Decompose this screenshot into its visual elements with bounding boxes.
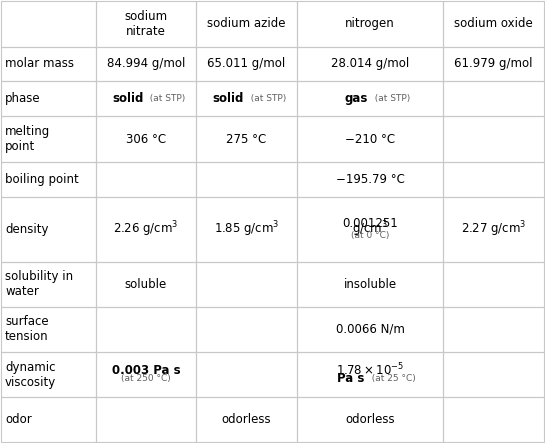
Bar bbox=[444, 262, 544, 307]
Text: solid: solid bbox=[213, 93, 244, 105]
Text: odor: odor bbox=[5, 413, 32, 426]
Text: 0.0066 N/m: 0.0066 N/m bbox=[336, 323, 404, 336]
Text: gas: gas bbox=[344, 93, 367, 105]
Bar bbox=[196, 307, 297, 352]
Bar bbox=[297, 162, 444, 197]
Text: dynamic
viscosity: dynamic viscosity bbox=[5, 361, 56, 389]
Bar bbox=[1, 1, 96, 47]
Text: (at 25 °C): (at 25 °C) bbox=[366, 374, 415, 384]
Bar bbox=[297, 397, 444, 442]
Text: phase: phase bbox=[5, 93, 41, 105]
Text: solubility in
water: solubility in water bbox=[5, 270, 73, 298]
Text: (at STP): (at STP) bbox=[368, 94, 410, 103]
Bar bbox=[196, 1, 297, 47]
Bar bbox=[1, 397, 96, 442]
Text: (at 0 °C): (at 0 °C) bbox=[351, 231, 389, 240]
Bar bbox=[96, 82, 196, 117]
Bar bbox=[297, 47, 444, 82]
Text: odorless: odorless bbox=[346, 413, 395, 426]
Bar bbox=[196, 117, 297, 162]
Bar bbox=[444, 162, 544, 197]
Bar bbox=[297, 197, 444, 262]
Text: sodium oxide: sodium oxide bbox=[455, 17, 533, 30]
Text: 0.003 Pa s: 0.003 Pa s bbox=[112, 364, 180, 377]
Text: g/cm$^3$: g/cm$^3$ bbox=[352, 220, 388, 239]
Text: 28.014 g/mol: 28.014 g/mol bbox=[331, 58, 409, 70]
Bar bbox=[444, 307, 544, 352]
Bar bbox=[1, 307, 96, 352]
Text: insoluble: insoluble bbox=[343, 278, 397, 291]
Bar bbox=[297, 1, 444, 47]
Text: 306 °C: 306 °C bbox=[126, 133, 166, 146]
Text: 2.26 g/cm$^3$: 2.26 g/cm$^3$ bbox=[113, 220, 179, 239]
Text: 65.011 g/mol: 65.011 g/mol bbox=[208, 58, 286, 70]
Bar bbox=[444, 352, 544, 397]
Bar bbox=[444, 82, 544, 117]
Bar bbox=[196, 352, 297, 397]
Text: odorless: odorless bbox=[222, 413, 271, 426]
Bar bbox=[1, 117, 96, 162]
Text: 0.001251: 0.001251 bbox=[342, 217, 398, 230]
Bar bbox=[297, 82, 444, 117]
Text: (at STP): (at STP) bbox=[144, 94, 186, 103]
Text: surface
tension: surface tension bbox=[5, 315, 49, 343]
Text: 275 °C: 275 °C bbox=[226, 133, 267, 146]
Bar bbox=[444, 1, 544, 47]
Bar bbox=[1, 47, 96, 82]
Text: (at STP): (at STP) bbox=[245, 94, 286, 103]
Text: sodium azide: sodium azide bbox=[207, 17, 286, 30]
Text: −195.79 °C: −195.79 °C bbox=[336, 173, 404, 186]
Bar bbox=[196, 197, 297, 262]
Text: 2.27 g/cm$^3$: 2.27 g/cm$^3$ bbox=[461, 220, 526, 239]
Bar bbox=[297, 307, 444, 352]
Text: solid: solid bbox=[112, 93, 143, 105]
Text: $1.78\times10^{-5}$: $1.78\times10^{-5}$ bbox=[336, 362, 404, 378]
Bar bbox=[1, 352, 96, 397]
Text: 61.979 g/mol: 61.979 g/mol bbox=[455, 58, 533, 70]
Bar bbox=[96, 162, 196, 197]
Bar bbox=[1, 262, 96, 307]
Bar bbox=[96, 47, 196, 82]
Bar bbox=[297, 117, 444, 162]
Text: nitrogen: nitrogen bbox=[346, 17, 395, 30]
Bar bbox=[444, 117, 544, 162]
Bar bbox=[96, 397, 196, 442]
Text: −210 °C: −210 °C bbox=[345, 133, 395, 146]
Text: density: density bbox=[5, 223, 49, 236]
Text: Pa s: Pa s bbox=[337, 373, 365, 385]
Text: boiling point: boiling point bbox=[5, 173, 79, 186]
Bar bbox=[444, 197, 544, 262]
Bar bbox=[444, 397, 544, 442]
Bar bbox=[297, 262, 444, 307]
Bar bbox=[297, 352, 444, 397]
Bar bbox=[196, 82, 297, 117]
Bar bbox=[96, 197, 196, 262]
Bar bbox=[196, 47, 297, 82]
Bar bbox=[196, 162, 297, 197]
Text: soluble: soluble bbox=[125, 278, 167, 291]
Bar bbox=[1, 82, 96, 117]
Text: 84.994 g/mol: 84.994 g/mol bbox=[107, 58, 185, 70]
Bar bbox=[1, 197, 96, 262]
Text: sodium
nitrate: sodium nitrate bbox=[124, 10, 168, 38]
Bar bbox=[96, 1, 196, 47]
Bar bbox=[96, 117, 196, 162]
Text: molar mass: molar mass bbox=[5, 58, 74, 70]
Text: 1.85 g/cm$^3$: 1.85 g/cm$^3$ bbox=[214, 220, 279, 239]
Bar bbox=[444, 47, 544, 82]
Bar bbox=[196, 397, 297, 442]
Text: melting
point: melting point bbox=[5, 125, 50, 153]
Bar bbox=[96, 262, 196, 307]
Bar bbox=[96, 352, 196, 397]
Bar bbox=[196, 262, 297, 307]
Bar bbox=[96, 307, 196, 352]
Bar bbox=[1, 162, 96, 197]
Text: (at 250 °C): (at 250 °C) bbox=[121, 374, 171, 384]
